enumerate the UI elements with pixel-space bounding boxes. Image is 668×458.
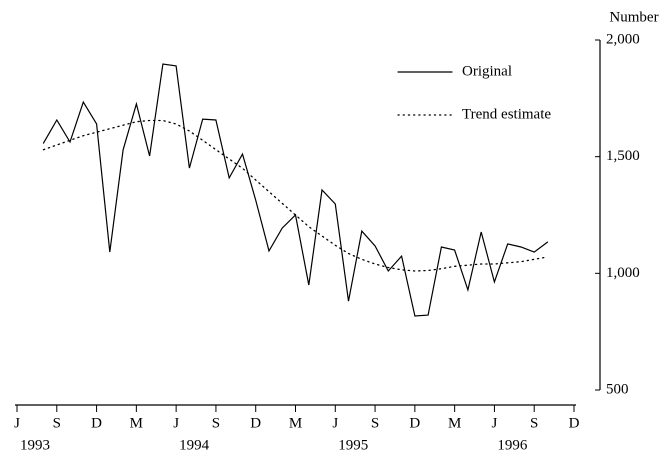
legend-label: Original xyxy=(462,63,512,79)
x-year-label: 1993 xyxy=(20,437,50,453)
x-tick-label: J xyxy=(173,415,179,431)
y-axis-title: Number xyxy=(609,9,658,25)
x-tick-label: J xyxy=(492,415,498,431)
legend-label: Trend estimate xyxy=(462,106,551,122)
x-tick-label: M xyxy=(289,415,302,431)
x-year-label: 1994 xyxy=(179,437,210,453)
x-year-label: 1996 xyxy=(497,437,528,453)
y-tick-label: 1,000 xyxy=(606,265,640,281)
x-tick-label: S xyxy=(530,415,538,431)
x-tick-label: D xyxy=(250,415,261,431)
x-tick-label: S xyxy=(212,415,220,431)
x-tick-label: S xyxy=(371,415,379,431)
y-tick-label: 2,000 xyxy=(606,31,640,47)
x-tick-label: J xyxy=(14,415,20,431)
x-tick-label: M xyxy=(130,415,143,431)
x-year-label: 1995 xyxy=(338,437,368,453)
x-tick-label: S xyxy=(53,415,61,431)
x-tick-label: J xyxy=(332,415,338,431)
y-tick-label: 1,500 xyxy=(606,148,640,164)
x-tick-label: D xyxy=(569,415,580,431)
x-tick-label: D xyxy=(91,415,102,431)
series-line xyxy=(42,63,549,317)
x-tick-label: D xyxy=(409,415,420,431)
x-tick-label: M xyxy=(448,415,461,431)
series-line xyxy=(42,119,549,272)
y-tick-label: 500 xyxy=(606,381,629,397)
